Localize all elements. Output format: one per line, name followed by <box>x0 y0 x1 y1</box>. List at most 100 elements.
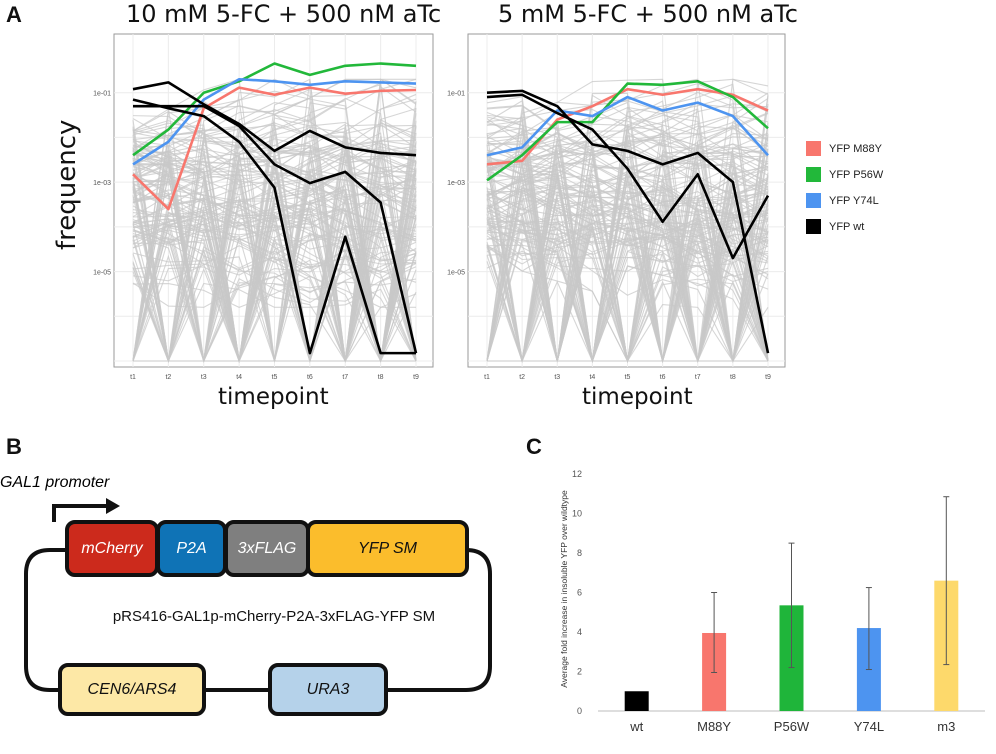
legend-swatch-wt <box>806 219 821 234</box>
background-lineage-line <box>132 131 417 362</box>
background-lineage-line <box>132 194 417 362</box>
bar-y-tick-label: 2 <box>577 667 582 677</box>
plot2-x-tick-label: t2 <box>519 374 525 381</box>
legend-item-p56w: YFP P56W <box>806 167 883 182</box>
flag-box: 3xFLAG <box>224 520 310 577</box>
panel-c-letter: C <box>526 434 542 459</box>
plot1-y-tick-label: 1e-05 <box>93 270 111 277</box>
panel-b-letter: B <box>6 434 22 459</box>
plot2-y-tick-label: 1e-03 <box>447 180 465 187</box>
background-lineage-line <box>132 177 417 362</box>
background-lineage-line <box>486 104 769 141</box>
background-lineage-line <box>486 136 769 362</box>
background-lineage-line <box>132 97 417 362</box>
yfp-label: YFP SM <box>358 539 417 557</box>
plot2-x-tick-label: t3 <box>554 374 560 381</box>
bar-category-label: m3 <box>937 719 955 734</box>
plot1-x-tick-label: t6 <box>307 374 313 381</box>
plot1-y-tick-label: 1e-01 <box>93 91 111 98</box>
plot1-x-tick-label: t5 <box>272 374 278 381</box>
background-lineage-line <box>486 114 769 362</box>
background-lineage-line <box>132 90 417 362</box>
background-lineage-line <box>132 224 417 363</box>
legend-label-p56w: YFP P56W <box>829 168 884 181</box>
background-lineage-line <box>486 185 769 219</box>
background-lineage-line <box>132 226 417 282</box>
plot1-series-yfp-wt <box>132 98 416 355</box>
plot1-x-tick-label: t4 <box>236 374 242 381</box>
legend-item-y74l: YFP Y74L <box>806 193 883 208</box>
background-lineage-line <box>486 199 769 362</box>
p2a-box: P2A <box>156 520 227 577</box>
plot2-x-axis-title: timepoint <box>582 384 693 410</box>
background-lineage-line <box>132 113 417 362</box>
ura-label: URA3 <box>306 680 350 698</box>
cen-box: CEN6/ARS4 <box>58 663 206 716</box>
plot2-series-yfp-y74l <box>486 95 769 157</box>
plot2-x-tick-label: t6 <box>660 374 666 381</box>
bar-y-tick-label: 8 <box>577 548 582 558</box>
plot2-title: 5 mM 5-FC + 500 nM aTc <box>498 0 798 28</box>
background-lineage-line <box>132 136 417 362</box>
background-lineage-line <box>132 78 417 362</box>
bar-y-tick-label: 0 <box>577 706 582 716</box>
background-lineage-line <box>486 176 769 362</box>
plot1-series-yfp-y74l <box>132 77 417 166</box>
flag-label: 3xFLAG <box>237 539 297 557</box>
background-lineage-line <box>486 197 769 277</box>
plasmid-name: pRS416-GAL1p-mCherry-P2A-3xFLAG-YFP SM <box>112 608 436 625</box>
legend-item-m88y: YFP M88Y <box>806 141 883 156</box>
background-lineage-line <box>132 263 417 363</box>
legend-label-m88y: YFP M88Y <box>829 142 882 155</box>
plot1-series-yfp-m88y <box>132 86 417 211</box>
background-lineage-line <box>487 156 769 362</box>
panel-a-plots: 1e-01 1e-03 1e-05 t1 t2 t3 t4 t5 t6 t7 t8 t9 1e-01 1e… <box>93 33 786 381</box>
plot1-series-yfp-wt <box>132 81 417 157</box>
plot2-x-tick-label: t5 <box>625 374 631 381</box>
background-lineage-line <box>486 220 769 363</box>
background-lineage-line <box>132 170 417 362</box>
background-lineage-line <box>132 156 417 362</box>
plot2-series-yfp-p56w <box>486 79 769 182</box>
plot2-x-tick-label: t4 <box>589 374 595 381</box>
plasmid-backbone <box>24 498 492 692</box>
background-lineage-line <box>486 91 769 362</box>
legend-label-wt: YFP wt <box>829 220 865 233</box>
plot1-series-yfp-wt <box>133 104 418 354</box>
plot2-x-tick-label: t7 <box>695 374 701 381</box>
background-lineage-line <box>486 105 769 362</box>
background-lineage-line <box>486 153 769 217</box>
yfp-box: YFP SM <box>306 520 469 577</box>
plot2-series-yfp-wt <box>486 89 770 354</box>
background-lineage-line <box>486 195 768 362</box>
legend-swatch-p56w <box>806 167 821 182</box>
bar-category-label: Y74L <box>854 719 884 734</box>
background-lineage-line <box>132 142 417 362</box>
plot1-x-tick-label: t2 <box>165 374 171 381</box>
background-lineage-line <box>486 212 769 362</box>
background-lineage-line <box>486 162 769 362</box>
plot1-x-tick-label: t7 <box>342 374 348 381</box>
plot1-series-yfp-p56w <box>132 62 417 157</box>
legend-item-wt: YFP wt <box>806 219 883 234</box>
promoter-arrow <box>52 504 110 522</box>
background-lineage-line <box>132 259 417 363</box>
background-lineage-line <box>132 78 417 362</box>
background-lineage-line <box>486 168 769 362</box>
background-lineage-line <box>486 119 769 362</box>
background-lineage-line <box>132 194 417 362</box>
background-lineage-line <box>132 202 417 362</box>
background-lineage-line <box>132 153 417 200</box>
cen-label: CEN6/ARS4 <box>87 680 177 698</box>
bar-category-label: P56W <box>774 719 810 734</box>
legend-swatch-y74l <box>806 193 821 208</box>
background-lineage-line <box>486 228 769 362</box>
bar-y-tick-label: 12 <box>572 469 582 479</box>
plot2-x-tick-label: t1 <box>484 374 490 381</box>
plot2-y-tick-label: 1e-01 <box>447 91 465 98</box>
panel-c-bar-chart: 0 2 4 6 8 10 12 wt M88Y P56W Y74L m3 <box>572 469 985 734</box>
plot2-y-tick-label: 1e-05 <box>447 270 465 277</box>
plot1-x-tick-label: t8 <box>378 374 384 381</box>
ura-box: URA3 <box>268 663 388 716</box>
legend: YFP M88Y YFP P56W YFP Y74L YFP wt <box>806 141 883 234</box>
